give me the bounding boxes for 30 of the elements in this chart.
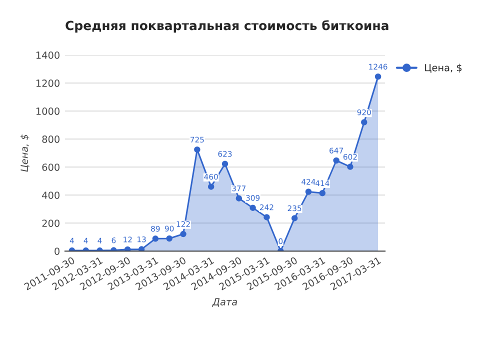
point [264,214,270,220]
point [319,190,326,196]
y-tick-label: 600 [42,164,60,171]
x-axis-title: Дата [212,298,237,307]
legend-label: Цена, $ [425,64,462,73]
point [124,246,131,252]
point [166,235,172,242]
point [138,246,145,252]
y-tick-label: 0 [54,248,60,255]
point [361,119,368,126]
point [180,230,186,238]
point [347,164,354,170]
point [194,146,200,153]
y-tick-label: 1000 [36,108,60,115]
point [305,188,312,195]
point [236,195,242,202]
point [333,157,340,164]
point [291,215,298,222]
chart-title: Средняя поквартальная стоимость биткоина [66,20,388,33]
y-tick-label: 1400 [36,52,60,59]
point [222,160,228,167]
y-tick-label: 1200 [36,80,60,87]
y-axis-title: Цена, $ [20,134,30,172]
y-tick-label: 800 [42,136,60,143]
point [250,204,256,211]
y-tick-label: 200 [42,220,60,227]
point [208,184,214,190]
point [152,236,159,242]
point [374,73,382,80]
y-tick-label: 400 [42,192,60,199]
